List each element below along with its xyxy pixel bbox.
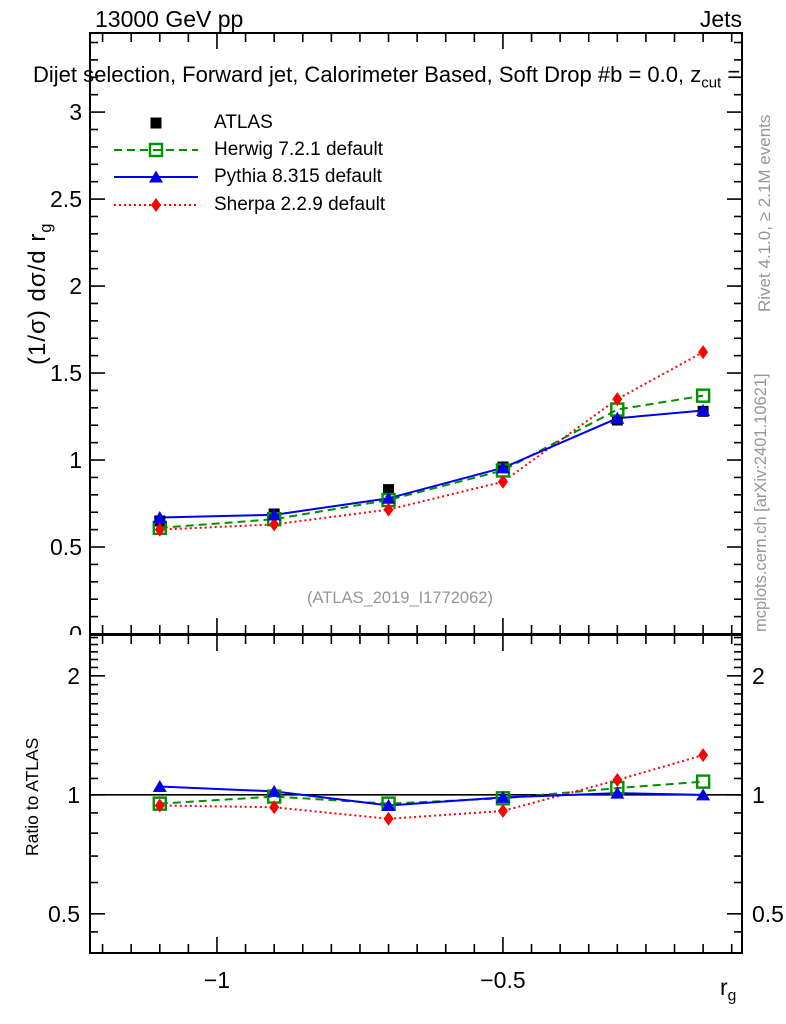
beam-energy-label: 13000 GeV pp <box>95 6 244 32</box>
marker-square-open <box>695 388 711 403</box>
analysis-group-label: Jets <box>699 6 742 32</box>
marker-diamond-filled <box>383 502 394 517</box>
marker-diamond-filled <box>497 474 508 489</box>
marker-triangle-filled <box>495 461 510 474</box>
ratio-y-tick-label-left: 2 <box>67 663 80 689</box>
legend-label: ATLAS <box>214 111 273 133</box>
main-y-tick-label: 2.5 <box>50 186 82 212</box>
legend-marker <box>150 117 162 129</box>
main-y-tick-label: 2 <box>69 273 82 299</box>
marker-triangle-filled <box>495 790 510 803</box>
marker-triangle-filled <box>610 786 625 799</box>
marker-square-filled <box>383 484 395 496</box>
ratio-y-tick-label-right: 0.5 <box>752 901 784 927</box>
marker-diamond-filled <box>497 804 508 819</box>
legend: ATLAS Herwig 7.2.1 default Pythia 8.315 de… <box>112 109 385 219</box>
marker-triangle-filled <box>149 170 163 183</box>
marker-diamond-filled <box>698 345 709 360</box>
plot-title-subscript: cut <box>701 74 722 92</box>
marker-triangle-filled <box>152 510 167 523</box>
legend-marker <box>148 142 164 158</box>
plot-title: Dijet selection, Forward jet, Calorimete… <box>33 62 740 91</box>
ratio-panel: 0.5 0.5 1 1 2 2 −1 −0.5 <box>48 634 784 993</box>
main-y-tick-label: 3 <box>69 99 82 125</box>
marker-triangle-filled <box>152 779 167 792</box>
series-line-sherpa <box>159 351 704 531</box>
legend-item: Pythia 8.315 default <box>112 164 385 191</box>
main-y-tick-label: 0.5 <box>50 534 82 560</box>
marker-triangle-filled <box>381 491 396 504</box>
marker-diamond-filled <box>383 811 394 826</box>
ratio-y-axis-title: Ratio to ATLAS <box>22 737 42 856</box>
ratio-y-tick-label-left: 0.5 <box>48 901 80 927</box>
main-panel: 00.511.522.53 <box>50 32 743 647</box>
marker-triangle-filled <box>696 403 711 416</box>
legend-sample-square-filled <box>150 117 162 129</box>
main-y-axis-title-subscript: g <box>36 222 55 233</box>
series-line-pythia <box>159 785 704 807</box>
x-tick-label: −0.5 <box>480 967 525 993</box>
x-axis-title: rg <box>720 974 736 1006</box>
rivet-version-note: Rivet 4.1.0, ≥ 2.1M events <box>755 114 774 312</box>
marker-diamond-filled <box>612 392 623 407</box>
main-y-tick-label: 1.5 <box>50 360 82 386</box>
plot-title-text: Dijet selection, Forward jet, Calorimete… <box>33 62 702 87</box>
legend-marker <box>149 170 163 183</box>
x-tick-label: −1 <box>204 967 230 993</box>
marker-square-open <box>148 142 164 158</box>
main-y-axis-title-text: (1/σ) dσ/d r <box>24 232 51 365</box>
legend-item: ATLAS <box>112 109 385 136</box>
marker-triangle-filled <box>696 788 711 801</box>
marker-triangle-filled <box>381 798 396 811</box>
mcplots-arxiv-note: mcplots.cern.ch [arXiv:2401.10621] <box>752 373 770 632</box>
marker-diamond-filled <box>269 517 280 532</box>
main-y-axis-title: (1/σ) dσ/d rg <box>24 223 56 365</box>
legend-sample-square-open <box>114 142 198 158</box>
ratio-pad-background <box>0 635 786 1024</box>
marker-square-open <box>695 774 711 789</box>
marker-square-filled <box>150 117 162 129</box>
legend-marker <box>151 197 161 212</box>
series-line-pythia <box>159 409 704 519</box>
plot-title-tail: = <box>721 62 741 87</box>
x-axis-title-subscript: g <box>727 987 737 1005</box>
marker-diamond-filled <box>151 197 161 212</box>
marker-triangle-filled <box>267 508 282 521</box>
series-line-herwig <box>159 394 704 529</box>
marker-triangle-filled <box>267 784 282 797</box>
series-line-sherpa <box>159 754 704 820</box>
marker-triangle-filled <box>610 411 625 424</box>
ratio-y-tick-label-right: 1 <box>752 782 765 808</box>
legend-sample-diamond-filled <box>114 197 198 212</box>
legend-item: Herwig 7.2.1 default <box>112 136 385 163</box>
legend-label: Herwig 7.2.1 default <box>214 139 383 161</box>
legend-label: Sherpa 2.2.9 default <box>214 193 386 215</box>
ratio-y-tick-label-right: 2 <box>752 663 765 689</box>
marker-diamond-filled <box>269 800 280 815</box>
ratio-frame <box>89 634 743 954</box>
marker-diamond-filled <box>698 748 709 763</box>
legend-sample-triangle-filled <box>114 170 198 183</box>
marker-diamond-filled <box>612 773 623 788</box>
legend-item: Sherpa 2.2.9 default <box>112 191 385 218</box>
marker-diamond-filled <box>154 798 165 813</box>
marker-diamond-filled <box>154 522 165 537</box>
analysis-id-watermark: (ATLAS_2019_I1772062) <box>307 589 493 607</box>
main-y-tick-label: 1 <box>69 447 82 473</box>
ratio-y-tick-label-left: 1 <box>67 782 80 808</box>
x-axis-title-text: r <box>720 974 728 1000</box>
legend-label: Pythia 8.315 default <box>214 166 382 188</box>
